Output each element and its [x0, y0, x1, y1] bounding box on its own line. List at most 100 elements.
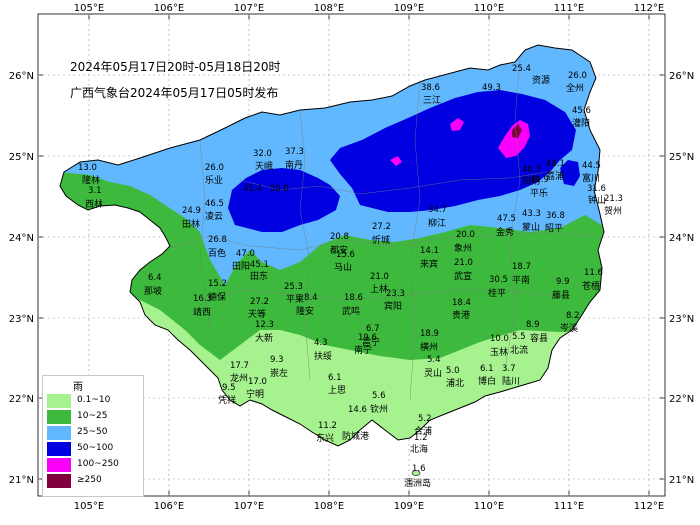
station-name: 东兴	[316, 432, 334, 444]
lon-label: 106°E	[154, 501, 184, 512]
legend-swatch	[47, 410, 71, 424]
station-name: 南丹	[285, 159, 303, 171]
station-value: 15.6	[336, 250, 355, 260]
station-name: 资源	[532, 75, 550, 86]
station-value: 5.4	[427, 355, 441, 365]
station-name: 靖西	[193, 306, 211, 318]
station-name: 三江	[423, 95, 441, 106]
station-name: 田林	[182, 218, 200, 230]
station-name: 平果	[286, 294, 304, 305]
lat-label: 26°N	[9, 71, 34, 82]
station-value: 8.4	[304, 293, 318, 303]
forecast-period-title: 2024年05月17日20时-05月18日20时	[70, 58, 281, 75]
lon-label: 112°E	[634, 3, 664, 14]
legend-item: ≥250	[47, 474, 141, 488]
station-name: 那坡	[144, 285, 162, 297]
station-value: 25.3	[284, 282, 303, 292]
station-value: 8.2	[566, 311, 580, 321]
station-value: 17.0	[248, 377, 267, 387]
station-value: 6.1	[480, 364, 494, 374]
station-name: 博白	[478, 375, 496, 387]
station-value: 1.6	[412, 464, 426, 474]
legend-label: 100~250	[77, 459, 119, 469]
lon-label: 111°E	[554, 3, 584, 14]
station-value: 26.0	[568, 71, 587, 81]
station-name: 容县	[530, 332, 548, 344]
station-name: 金秀	[496, 226, 514, 238]
station-value: 20.0	[456, 230, 475, 240]
legend-swatch	[47, 442, 71, 456]
legend-swatch	[47, 474, 71, 488]
legend-label: 50~100	[77, 443, 113, 453]
station-value: 30.5	[489, 275, 508, 285]
latitude-labels-right: 26°N 25°N 24°N 23°N 22°N 21°N	[669, 71, 694, 486]
lat-label: 24°N	[669, 233, 694, 244]
station-value: 15.2	[208, 279, 227, 289]
station-value: 3.1	[88, 186, 102, 196]
station-name: 天峨	[255, 160, 273, 172]
station-name: 荔浦	[546, 170, 564, 182]
station-name: 贺州	[604, 205, 622, 217]
station-value: 45.4	[243, 184, 262, 194]
lon-label: 107°E	[234, 3, 264, 14]
station-name: 崇左	[270, 367, 288, 379]
lon-label: 106°E	[154, 3, 184, 14]
station-value: 24.9	[182, 206, 201, 216]
station-name: 涠洲岛	[404, 477, 431, 489]
issuer-title: 广西气象台2024年05月17日05时发布	[70, 84, 278, 101]
legend-label: ≥250	[77, 475, 102, 485]
station-value: 13.0	[78, 163, 97, 173]
lon-label: 105°E	[74, 501, 104, 512]
station-name: 桂平	[488, 287, 506, 299]
station-name: 蒙山	[522, 221, 540, 233]
station-name: 横州	[420, 341, 438, 353]
station-value: 19.6	[358, 333, 377, 343]
legend: 雨 0.1~10 10~25 25~50 50~100 100~250 ≥250	[42, 375, 144, 497]
station-name: 武鸣	[342, 305, 360, 317]
station-value: 14.1	[420, 246, 439, 256]
station-name: 北流	[510, 344, 528, 356]
station-value: 5.6	[372, 391, 386, 401]
station-value: 18.4	[452, 298, 471, 308]
station-name: 乐业	[205, 174, 223, 186]
station-name: 马山	[334, 262, 352, 273]
station-value: 18.9	[420, 329, 439, 339]
lat-label: 21°N	[9, 475, 34, 486]
station-value: 50.0	[270, 184, 289, 194]
station-value: 26.0	[205, 163, 224, 173]
lat-label: 25°N	[9, 152, 34, 163]
station-value: 45.6	[572, 106, 591, 116]
station-value: 27.2	[372, 222, 391, 232]
station-value: 26.8	[208, 235, 227, 245]
station-value: 38.6	[421, 83, 440, 93]
station-name: 平乐	[530, 187, 548, 199]
legend-item: 0.1~10	[47, 394, 141, 408]
station-value: 18.6	[344, 293, 363, 303]
legend-title: 雨	[73, 378, 83, 393]
legend-label: 0.1~10	[77, 395, 110, 405]
legend-label: 25~50	[77, 427, 107, 437]
station-name: 岑溪	[560, 322, 578, 334]
station-name: 凭祥	[218, 394, 236, 406]
lon-label: 111°E	[554, 501, 584, 512]
legend-label: 10~25	[77, 411, 107, 421]
station-value: 40.7	[522, 165, 541, 175]
station-value: 5.2	[418, 414, 432, 424]
station-value: 3.7	[502, 364, 516, 374]
station-name: 百色	[208, 247, 226, 259]
station-value: 16.3	[193, 294, 212, 304]
station-value: 5.5	[512, 332, 526, 342]
lat-label: 22°N	[9, 394, 34, 405]
station-name: 柳江	[428, 217, 446, 229]
station-value: 18.7	[512, 262, 531, 272]
lat-label: 22°N	[669, 394, 694, 405]
lon-label: 107°E	[234, 501, 264, 512]
station-value: 48.1	[546, 159, 565, 169]
station-value: 8.9	[526, 320, 540, 330]
station-value: 1.2	[414, 433, 428, 443]
legend-swatch	[47, 394, 71, 408]
station-value: 44.5	[582, 161, 601, 171]
station-value: 49.3	[482, 83, 501, 93]
station-value: 6.4	[148, 273, 162, 283]
